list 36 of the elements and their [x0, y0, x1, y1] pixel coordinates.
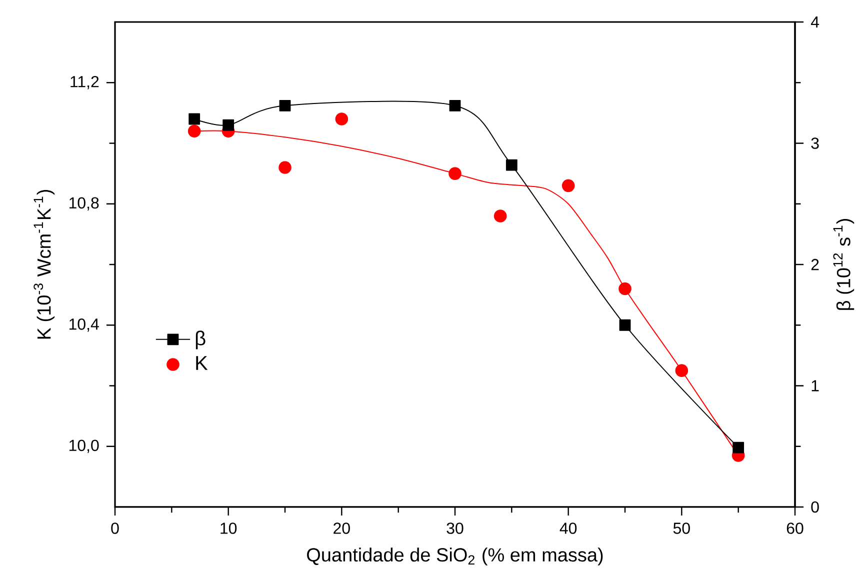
- y-tick-label: 10,0: [69, 440, 99, 453]
- point: [335, 112, 348, 126]
- point: [449, 100, 461, 112]
- x-tick-label: 40: [560, 522, 577, 534]
- x-tick-label: 0: [111, 522, 119, 534]
- point: [732, 442, 744, 454]
- x-tick-label: 20: [334, 522, 350, 534]
- y2-tick-label: 3: [811, 138, 819, 149]
- y-axis-title: K (10$^{-3}$ Wcm$^{-1}$K$^{-1}$): [34, 190, 55, 339]
- y-tick-label: 10,4: [69, 318, 99, 332]
- point: [278, 161, 292, 174]
- point: [188, 113, 200, 125]
- point: [279, 100, 291, 112]
- point: [619, 319, 631, 331]
- y-tick-label: 11,2: [70, 76, 99, 90]
- point: [618, 282, 632, 296]
- point: [222, 119, 234, 131]
- point: [506, 159, 518, 171]
- point: [562, 179, 575, 192]
- y-tick-label: 10,8: [69, 197, 99, 210]
- y2-tick-label: 1: [812, 380, 819, 392]
- point: [188, 124, 201, 138]
- y2-axis-title: β (10$^{12}$ s$^{-1}$): [833, 218, 854, 310]
- x-tick-label: 10: [220, 522, 237, 534]
- x-axis-title: Quantidade de SiO$_{2}$ (% em massa): [307, 548, 603, 566]
- y2-tick-label: 0: [811, 501, 819, 513]
- legend-label: β: [196, 330, 206, 350]
- legend-label: K: [196, 356, 208, 370]
- x-tick-label: 60: [786, 522, 804, 534]
- x-tick-label: 50: [673, 522, 690, 534]
- y2-tick-label: 2: [811, 258, 819, 270]
- point: [494, 210, 507, 222]
- point: [448, 167, 462, 180]
- y2-tick-label: 4: [810, 16, 820, 28]
- point: [675, 364, 688, 377]
- x-tick-label: 30: [446, 522, 464, 534]
